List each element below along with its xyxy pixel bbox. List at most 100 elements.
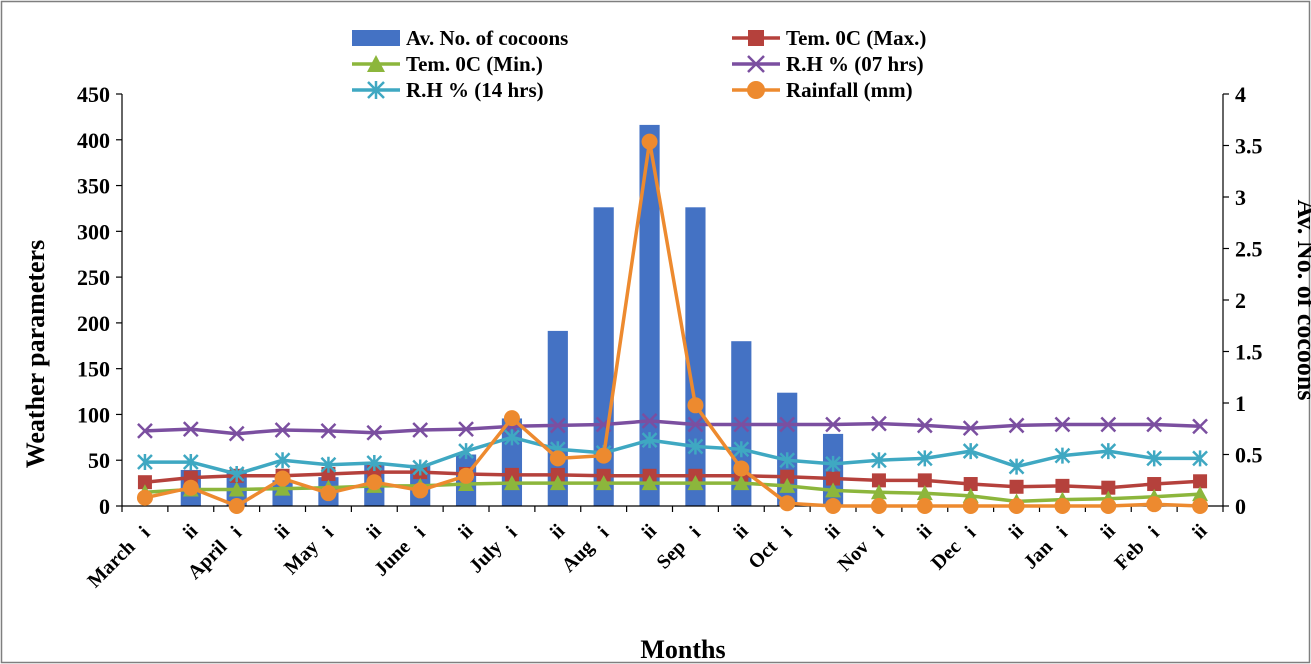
data-point-marker xyxy=(687,416,704,433)
data-point-marker xyxy=(321,466,336,481)
data-point-marker xyxy=(1146,450,1163,467)
data-point-marker xyxy=(1192,418,1208,435)
data-point-marker xyxy=(871,415,887,432)
data-point-marker xyxy=(1100,443,1117,460)
data-point-marker xyxy=(825,455,841,472)
data-point-marker xyxy=(1147,477,1162,492)
legend-label: Rainfall (mm) xyxy=(786,78,913,102)
data-point-marker xyxy=(641,133,658,150)
legend-label: R.H % (07 hrs) xyxy=(786,52,924,76)
legend-marker xyxy=(748,30,764,46)
data-point-marker xyxy=(871,473,886,488)
data-point-marker xyxy=(733,475,750,491)
data-point-marker xyxy=(916,485,933,501)
data-point-marker xyxy=(733,416,750,433)
data-point-marker xyxy=(733,460,750,477)
data-point-marker xyxy=(137,423,153,439)
data-point-marker xyxy=(916,450,933,467)
data-point-marker xyxy=(320,423,337,439)
data-point-marker xyxy=(687,438,704,455)
data-point-marker xyxy=(962,498,979,514)
data-point-marker xyxy=(963,477,978,492)
data-point-marker xyxy=(595,447,612,464)
data-point-marker xyxy=(1055,478,1070,493)
data-point-marker xyxy=(641,475,658,491)
y-tick-label: 400 xyxy=(77,128,110,153)
data-point-marker xyxy=(503,410,520,427)
data-point-marker xyxy=(1054,416,1071,433)
data-point-marker xyxy=(825,498,842,514)
y-tick-label: 0 xyxy=(99,494,110,519)
data-point-marker xyxy=(366,424,383,441)
data-point-marker xyxy=(1101,480,1116,495)
data-point-marker xyxy=(458,421,474,437)
data-point-marker xyxy=(549,475,566,491)
legend-label: R.H % (14 hrs) xyxy=(406,78,544,102)
data-point-marker xyxy=(366,454,383,471)
legend-marker xyxy=(367,55,385,72)
data-point-marker xyxy=(228,498,245,514)
y2-tick-label: 3 xyxy=(1235,185,1246,210)
data-point-marker xyxy=(1100,498,1117,514)
data-point-marker xyxy=(412,422,429,438)
data-point-marker xyxy=(366,474,383,491)
legend-marker xyxy=(747,81,765,99)
data-point-marker xyxy=(550,467,565,482)
data-point-marker xyxy=(871,452,887,469)
data-point-marker xyxy=(1192,450,1208,467)
data-point-marker xyxy=(825,482,842,498)
data-point-marker xyxy=(870,498,887,514)
data-point-marker xyxy=(826,471,841,486)
data-point-marker xyxy=(274,422,291,438)
y-tick-label: 450 xyxy=(77,82,110,107)
data-point-marker xyxy=(1008,458,1025,475)
data-point-marker xyxy=(503,475,520,491)
data-point-marker xyxy=(274,470,291,487)
data-point-marker xyxy=(962,420,979,437)
y2-tick-label: 3.5 xyxy=(1235,134,1263,159)
y2-tick-label: 2 xyxy=(1235,288,1246,313)
data-point-marker xyxy=(687,397,704,414)
data-point-marker xyxy=(1146,496,1163,513)
data-point-marker xyxy=(228,425,245,442)
data-point-marker xyxy=(1054,498,1071,514)
y2-axis-title: Av. No. of cocoons xyxy=(1292,199,1311,400)
series-line xyxy=(144,470,1201,490)
data-point-marker xyxy=(412,459,429,476)
data-point-marker xyxy=(1008,417,1025,434)
data-point-marker xyxy=(182,421,199,437)
data-point-marker xyxy=(825,416,841,433)
data-point-marker xyxy=(780,469,795,484)
y2-tick-label: 0 xyxy=(1235,494,1246,519)
data-point-marker xyxy=(962,443,979,460)
data-point-marker xyxy=(228,465,245,482)
legend-marker xyxy=(367,81,385,99)
data-point-marker xyxy=(182,479,199,496)
data-point-marker xyxy=(687,475,704,491)
y2-tick-label: 1 xyxy=(1235,391,1246,416)
data-point-marker xyxy=(1192,498,1209,514)
series-line xyxy=(144,419,1201,436)
y2-tick-label: 0.5 xyxy=(1235,443,1263,468)
data-point-marker xyxy=(1146,416,1163,433)
data-point-marker xyxy=(779,452,796,469)
y-tick-label: 50 xyxy=(88,448,110,473)
data-point-marker xyxy=(228,481,245,497)
legend-swatch xyxy=(352,30,400,46)
data-point-marker xyxy=(870,484,887,500)
series-line xyxy=(144,435,1201,476)
y-tick-label: 300 xyxy=(77,219,110,244)
data-point-marker xyxy=(1100,416,1117,433)
data-point-marker xyxy=(504,429,520,446)
data-point-marker xyxy=(641,412,658,429)
data-point-marker xyxy=(137,454,153,471)
y2-tick-label: 2.5 xyxy=(1235,237,1263,262)
data-point-marker xyxy=(412,482,429,499)
bar-cocoons xyxy=(639,124,660,507)
data-point-marker xyxy=(917,473,932,488)
data-point-marker xyxy=(458,467,475,484)
data-point-marker xyxy=(1008,498,1025,514)
data-point-marker xyxy=(137,475,152,490)
